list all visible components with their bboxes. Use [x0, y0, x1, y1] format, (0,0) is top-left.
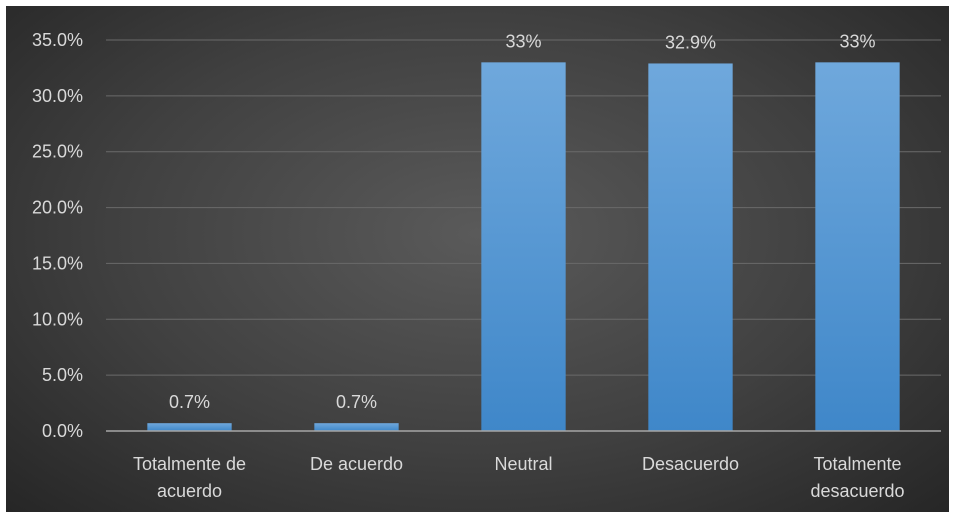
bar: [314, 423, 399, 431]
y-tick-label: 5.0%: [42, 365, 83, 385]
y-tick-label: 10.0%: [32, 309, 83, 329]
x-category-label: Totalmente de acuerdo: [133, 454, 246, 501]
y-axis-tick-labels: 0.0% 5.0% 10.0% 15.0% 20.0% 25.0% 30.0% 35.0%: [32, 30, 83, 441]
data-label: 32.9%: [665, 32, 716, 52]
x-axis-category-labels: Totalmente de acuerdo De acuerdo Neutral Des…: [133, 454, 905, 501]
bar: [147, 423, 232, 431]
bar: [481, 62, 566, 431]
y-tick-label: 25.0%: [32, 142, 83, 162]
y-tick-label: 30.0%: [32, 86, 83, 106]
bar: [648, 63, 733, 432]
x-category-label: De acuerdo: [310, 454, 403, 474]
y-tick-label: 35.0%: [32, 30, 83, 50]
x-category-label: Desacuerdo: [642, 454, 739, 474]
y-tick-label: 20.0%: [32, 198, 83, 218]
data-label: 0.7%: [336, 392, 377, 412]
x-category-label: Neutral: [494, 454, 552, 474]
data-label: 33%: [839, 31, 875, 51]
data-label: 33%: [505, 31, 541, 51]
data-label: 0.7%: [169, 392, 210, 412]
bar: [815, 62, 900, 431]
bars: [147, 62, 900, 432]
bar-chart: 0.0% 5.0% 10.0% 15.0% 20.0% 25.0% 30.0% 35.0% 0…: [32, 30, 941, 501]
y-tick-label: 0.0%: [42, 421, 83, 441]
x-category-label: Totalmente desacuerdo: [810, 454, 904, 501]
y-tick-label: 15.0%: [32, 253, 83, 273]
data-labels: 0.7% 0.7% 33% 32.9% 33%: [169, 31, 876, 412]
chart-container: 0.0% 5.0% 10.0% 15.0% 20.0% 25.0% 30.0% 35.0% 0…: [6, 6, 949, 512]
